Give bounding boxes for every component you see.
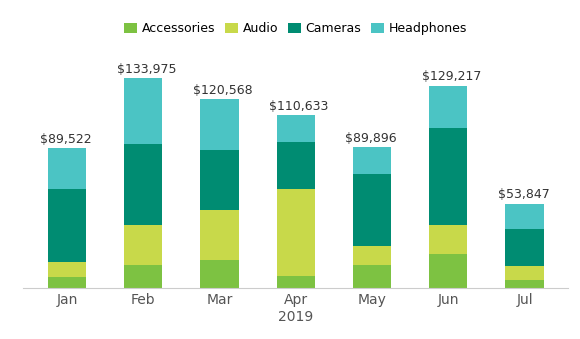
Bar: [124, 144, 162, 225]
Bar: [277, 142, 315, 190]
Bar: [201, 99, 238, 150]
Bar: [48, 261, 86, 277]
Bar: [353, 147, 391, 174]
Bar: [201, 260, 238, 288]
Bar: [353, 246, 391, 265]
Bar: [353, 265, 391, 288]
Bar: [277, 190, 315, 276]
Legend: Accessories, Audio, Cameras, Headphones: Accessories, Audio, Cameras, Headphones: [119, 17, 472, 40]
Bar: [277, 276, 315, 288]
Text: $89,522: $89,522: [41, 133, 92, 145]
Bar: [201, 150, 238, 210]
Bar: [429, 128, 467, 225]
Bar: [124, 265, 162, 288]
Text: $89,896: $89,896: [345, 132, 397, 145]
Bar: [353, 174, 391, 246]
Bar: [124, 78, 162, 144]
Bar: [48, 190, 86, 261]
Bar: [48, 277, 86, 288]
Text: $53,847: $53,847: [498, 188, 550, 201]
Bar: [124, 225, 162, 265]
Text: $110,633: $110,633: [269, 100, 328, 113]
Bar: [506, 228, 543, 266]
Bar: [48, 148, 86, 190]
Text: $120,568: $120,568: [193, 84, 252, 97]
Bar: [506, 204, 543, 228]
Text: $133,975: $133,975: [117, 63, 176, 76]
Bar: [506, 266, 543, 280]
Bar: [506, 280, 543, 288]
Bar: [429, 86, 467, 128]
Bar: [429, 225, 467, 254]
Bar: [277, 115, 315, 142]
Text: $129,217: $129,217: [422, 71, 481, 83]
Bar: [201, 210, 238, 260]
X-axis label: 2019: 2019: [278, 310, 313, 324]
Bar: [429, 254, 467, 288]
